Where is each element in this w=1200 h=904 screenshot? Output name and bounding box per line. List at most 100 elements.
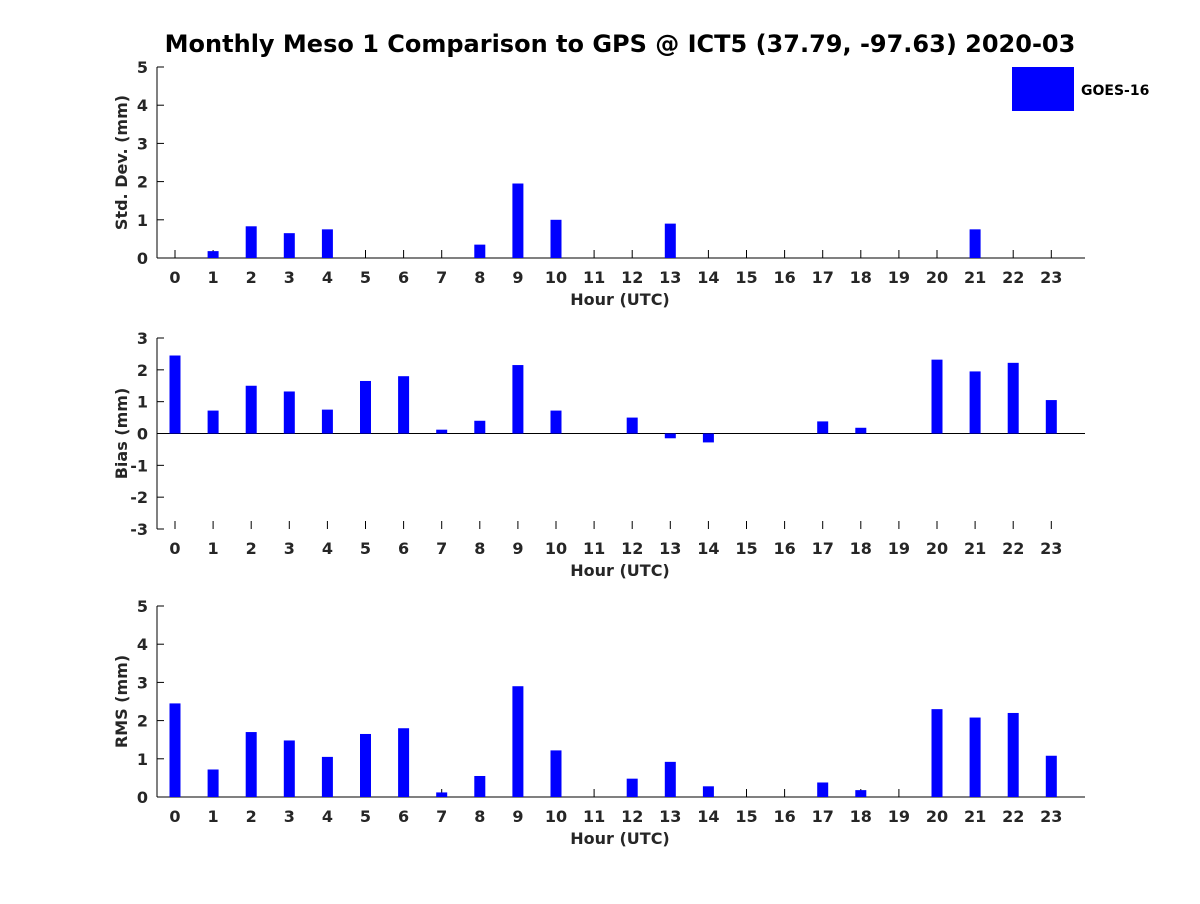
bar xyxy=(512,686,524,797)
bar xyxy=(817,421,829,434)
x-tick-label: 12 xyxy=(621,539,643,558)
x-tick-label: 20 xyxy=(926,268,948,287)
bar xyxy=(398,376,410,434)
x-tick-label: 15 xyxy=(735,268,757,287)
x-tick-label: 23 xyxy=(1040,268,1062,287)
bar xyxy=(360,380,371,434)
y-tick-label: -2 xyxy=(130,488,148,507)
x-tick-label: 9 xyxy=(512,268,523,287)
bar xyxy=(169,703,181,797)
x-tick-label: 19 xyxy=(888,807,910,826)
x-tick-label: 5 xyxy=(360,268,371,287)
bar xyxy=(436,792,448,797)
x-tick-label: 5 xyxy=(360,807,371,826)
bar xyxy=(512,183,524,258)
x-tick-label: 13 xyxy=(659,807,681,826)
bar xyxy=(969,371,981,434)
x-tick-label: 6 xyxy=(398,539,409,558)
x-tick-label: 22 xyxy=(1002,539,1024,558)
bar xyxy=(207,769,219,797)
chart-title: Monthly Meso 1 Comparison to GPS @ ICT5 … xyxy=(164,30,1076,58)
x-tick-label: 16 xyxy=(773,268,795,287)
y-tick-label: 3 xyxy=(137,329,148,348)
y-tick-label: 1 xyxy=(137,393,148,412)
bar xyxy=(360,733,371,797)
bar xyxy=(474,775,486,797)
y-tick-label: 0 xyxy=(137,788,148,807)
bar xyxy=(931,359,943,434)
x-tick-label: 2 xyxy=(246,807,257,826)
bar xyxy=(321,756,333,797)
bar xyxy=(283,233,295,258)
bar xyxy=(1045,755,1057,797)
bar xyxy=(664,223,676,258)
y-tick-label: 1 xyxy=(137,750,148,769)
bar xyxy=(398,728,410,797)
x-axis-label: Hour (UTC) xyxy=(570,290,670,309)
x-tick-label: 2 xyxy=(246,539,257,558)
x-tick-label: 3 xyxy=(284,268,295,287)
legend-label: GOES-16 xyxy=(1081,83,1149,99)
x-tick-label: 15 xyxy=(735,539,757,558)
x-tick-label: 17 xyxy=(812,807,834,826)
bar xyxy=(931,709,943,797)
x-tick-label: 1 xyxy=(208,268,219,287)
y-tick-label: 4 xyxy=(137,96,148,115)
y-tick-label: -1 xyxy=(130,456,148,475)
x-tick-label: 4 xyxy=(322,268,333,287)
x-tick-label: 16 xyxy=(773,539,795,558)
x-tick-label: 20 xyxy=(926,539,948,558)
y-tick-label: 2 xyxy=(137,361,148,380)
x-axis-label: Hour (UTC) xyxy=(570,829,670,848)
x-tick-label: 18 xyxy=(850,807,872,826)
x-tick-label: 13 xyxy=(659,268,681,287)
x-axis-label: Hour (UTC) xyxy=(570,561,670,580)
bar xyxy=(664,433,676,439)
bar xyxy=(626,417,638,434)
x-tick-label: 1 xyxy=(208,807,219,826)
x-tick-label: 2 xyxy=(246,268,257,287)
x-tick-label: 7 xyxy=(436,807,447,826)
x-tick-label: 18 xyxy=(850,268,872,287)
bar xyxy=(969,717,981,797)
x-tick-label: 10 xyxy=(545,807,567,826)
bar xyxy=(702,786,714,797)
x-tick-label: 7 xyxy=(436,539,447,558)
y-axis-label: Std. Dev. (mm) xyxy=(112,95,131,230)
x-tick-label: 7 xyxy=(436,268,447,287)
bar xyxy=(855,427,867,434)
x-tick-label: 1 xyxy=(208,539,219,558)
bar xyxy=(817,782,829,797)
x-tick-label: 9 xyxy=(512,539,523,558)
x-tick-label: 10 xyxy=(545,539,567,558)
y-axis-label: Bias (mm) xyxy=(112,388,131,480)
x-tick-label: 9 xyxy=(512,807,523,826)
bar xyxy=(626,778,638,797)
bar xyxy=(245,385,257,434)
legend-swatch xyxy=(1012,67,1074,111)
bar xyxy=(474,244,486,258)
y-tick-label: 1 xyxy=(137,211,148,230)
bar xyxy=(245,732,257,797)
x-tick-label: 15 xyxy=(735,807,757,826)
x-tick-label: 6 xyxy=(398,807,409,826)
bar xyxy=(169,355,181,434)
bar xyxy=(321,409,333,434)
x-tick-label: 20 xyxy=(926,807,948,826)
bar xyxy=(1007,712,1019,797)
x-tick-label: 17 xyxy=(812,268,834,287)
y-tick-label: 3 xyxy=(137,673,148,692)
bar xyxy=(474,420,486,434)
bar xyxy=(283,740,295,797)
bar xyxy=(1007,362,1019,434)
bar xyxy=(245,226,257,258)
x-tick-label: 13 xyxy=(659,539,681,558)
y-tick-label: 2 xyxy=(137,173,148,192)
y-tick-label: 5 xyxy=(137,597,148,616)
bar xyxy=(969,229,981,258)
x-tick-label: 0 xyxy=(169,807,180,826)
bar xyxy=(550,410,562,434)
y-axis-label: RMS (mm) xyxy=(112,655,131,748)
x-tick-label: 21 xyxy=(964,807,986,826)
bar xyxy=(207,410,219,434)
